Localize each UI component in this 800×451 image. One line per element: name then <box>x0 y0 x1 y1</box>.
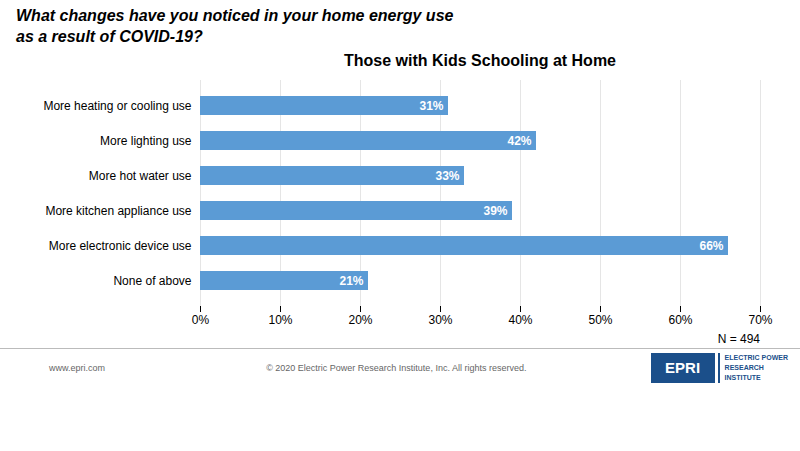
svg-text:40%: 40% <box>508 313 532 327</box>
svg-text:60%: 60% <box>668 313 692 327</box>
svg-text:33%: 33% <box>435 168 459 182</box>
svg-text:10%: 10% <box>268 313 292 327</box>
svg-text:66%: 66% <box>699 238 723 252</box>
svg-text:More hot water use: More hot water use <box>89 168 192 182</box>
svg-text:30%: 30% <box>428 313 452 327</box>
html-text:ELECTRIC POWER: ELECTRIC POWER <box>724 353 788 361</box>
html-text:www.epri.com: www.epri.com <box>49 362 105 373</box>
svg-text:21%: 21% <box>339 273 363 287</box>
html-text:RESEARCH: RESEARCH <box>724 363 764 371</box>
html-text:Those with Kids Schooling at H: Those with Kids Schooling at Home <box>344 51 616 69</box>
svg-text:20%: 20% <box>348 313 372 327</box>
svg-text:More kitchen appliance use: More kitchen appliance use <box>45 203 191 217</box>
html-text:EPRI: EPRI <box>665 359 701 377</box>
html-text:INSTITUTE: INSTITUTE <box>724 373 761 381</box>
svg-text:50%: 50% <box>588 313 612 327</box>
svg-text:39%: 39% <box>483 203 507 217</box>
svg-text:42%: 42% <box>507 133 531 147</box>
html-text:N = 494: N = 494 <box>717 331 760 346</box>
svg-text:More electronic device use: More electronic device use <box>49 238 192 252</box>
svg-text:31%: 31% <box>419 98 443 112</box>
svg-text:None of above: None of above <box>113 273 191 287</box>
svg-text:0%: 0% <box>192 313 210 327</box>
html-text:© 2020 Electric Power Research: © 2020 Electric Power Research Institute… <box>266 362 527 373</box>
svg-text:More heating or cooling use: More heating or cooling use <box>43 98 191 112</box>
svg-text:More lighting use: More lighting use <box>100 133 192 147</box>
html-text:What changes have you noticed: What changes have you noticed in your ho… <box>16 7 454 45</box>
svg-text:70%: 70% <box>748 313 772 327</box>
